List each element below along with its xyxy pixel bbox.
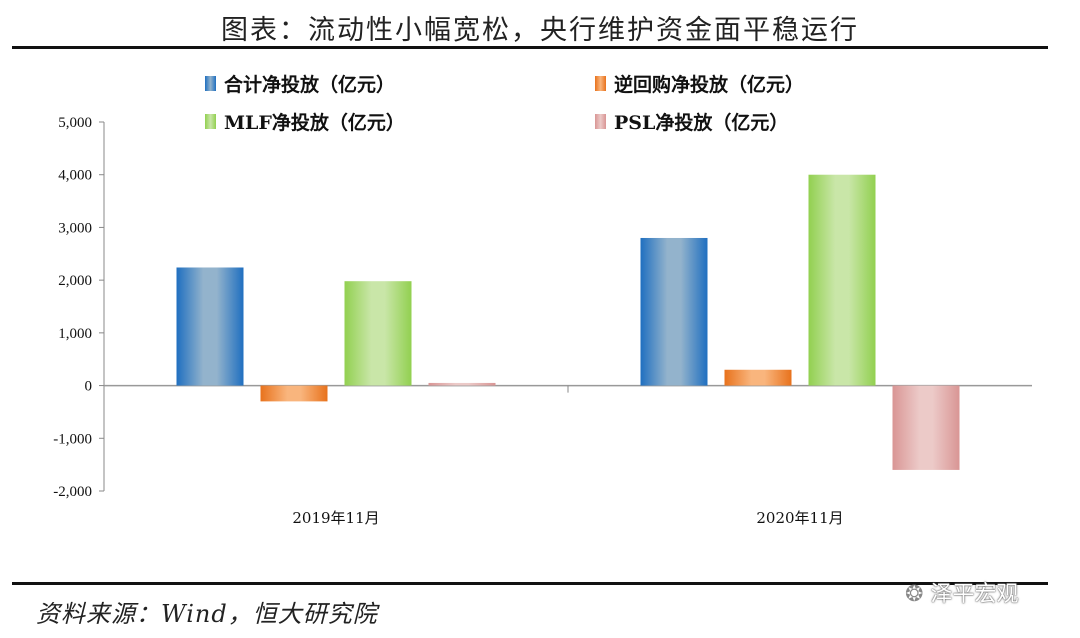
figure-title: 图表：流动性小幅宽松，央行维护资金面平稳运行 [221,15,859,46]
bar-1-1 [724,369,792,386]
x-tick-label: 2019年11月 [292,509,379,527]
legend-item-mlf: MLF净投放（亿元） [205,108,405,135]
y-tick-label: -1,000 [53,431,92,447]
y-tick-label: 3,000 [58,220,92,236]
y-tick-label: -2,000 [53,484,92,500]
legend-swatch [205,76,216,91]
watermark-text: 泽平宏观 [930,582,1019,607]
watermark: ❂ 泽平宏观 [905,576,1018,608]
bar-1-3 [892,385,960,470]
bar-0-0 [176,267,244,386]
bar-0-3 [428,382,496,386]
legend-swatch [595,76,606,91]
legend-swatch [205,114,216,129]
legend-label: MLF净投放（亿元） [224,112,405,134]
legend-label: PSL净投放（亿元） [614,112,789,134]
bar-1-0 [640,237,708,386]
legend-item-psl: PSL净投放（亿元） [595,108,788,135]
x-tick-label: 2020年11月 [756,509,843,527]
bar-chart: 5,000 4,000 3,000 2,000 1,000 0 -1,000 -2,000 20… [53,115,1032,527]
title-rule [12,46,1048,49]
bar-0-2 [344,281,412,386]
legend-item-reverse-repo: 逆回购净投放（亿元） [595,70,804,97]
legend-item-total: 合计净投放（亿元） [205,70,395,97]
y-tick-label: 2,000 [58,273,92,289]
y-tick-label: 1,000 [58,326,92,342]
wechat-icon: ❂ [905,582,931,607]
legend-label: 逆回购净投放（亿元） [614,74,805,96]
legend-label: 合计净投放（亿元） [224,74,396,96]
footer-rule [12,582,1048,585]
y-tick-label: 4,000 [58,168,92,184]
source-note: 资料来源：Wind，恒大研究院 [36,600,378,628]
bar-0-1 [260,385,328,402]
bar-1-2 [808,174,876,386]
legend-swatch [595,114,606,129]
y-tick-label: 0 [85,379,93,395]
y-tick-label: 5,000 [58,115,92,131]
